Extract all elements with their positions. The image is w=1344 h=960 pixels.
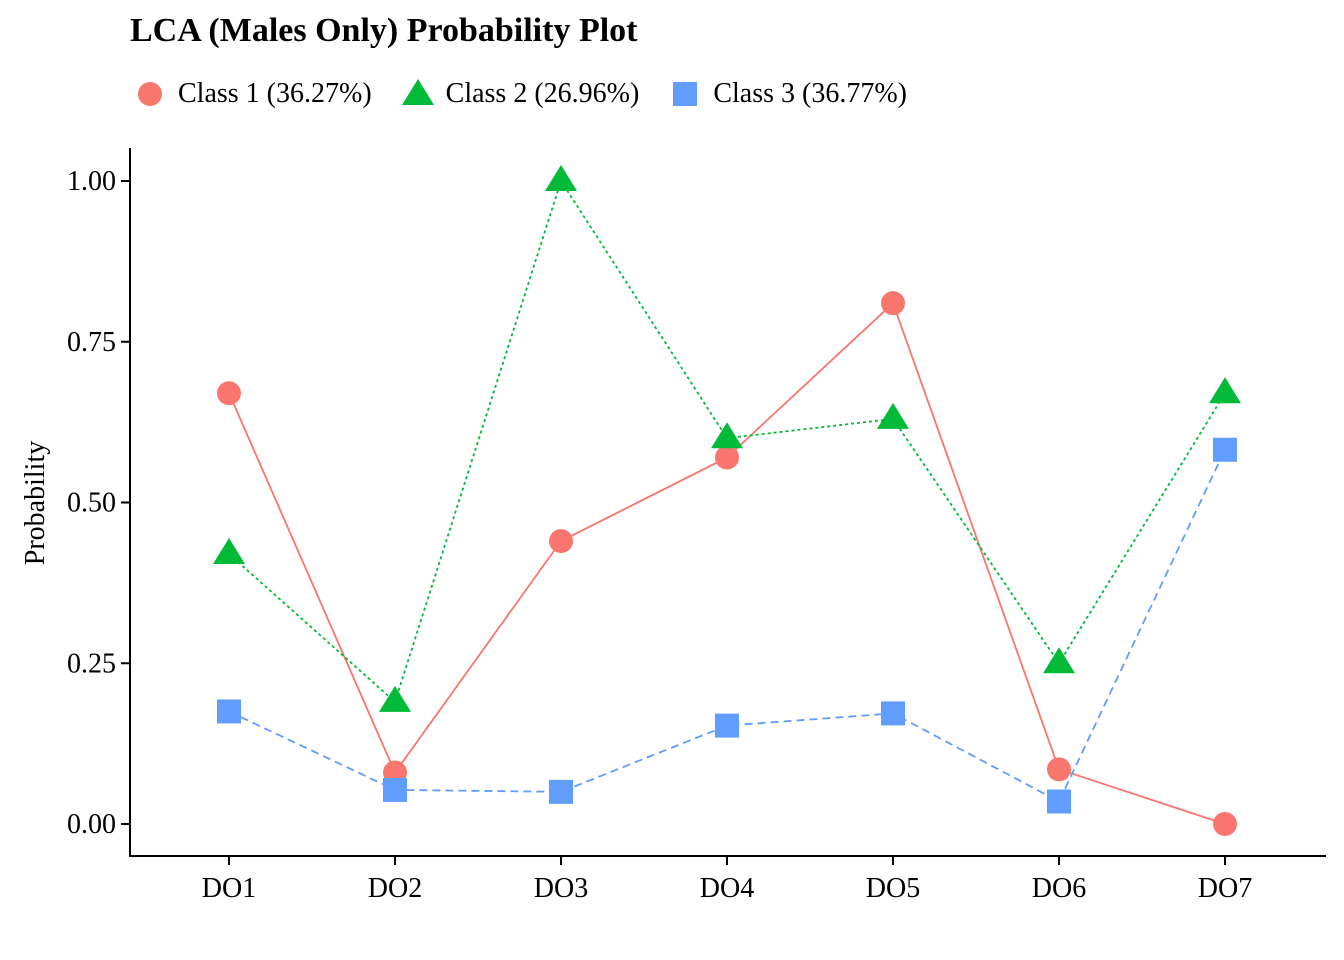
y-tick-label: 0.75 — [67, 327, 116, 358]
legend-item-class-3: Class 3 (36.77%) — [665, 74, 907, 114]
data-point-class-2-do3 — [545, 165, 577, 191]
data-point-class-2-do1 — [213, 537, 245, 564]
x-tick-label: DO4 — [700, 873, 754, 904]
data-point-class-1-do5 — [881, 291, 905, 316]
data-point-class-3-do1 — [217, 699, 241, 724]
x-tick-label: DO5 — [866, 873, 920, 904]
x-tick-label: DO3 — [534, 873, 588, 904]
data-point-class-3-do7 — [1213, 437, 1237, 462]
data-point-class-3-do2 — [383, 777, 407, 802]
data-point-class-3-do4 — [715, 713, 739, 738]
data-point-class-1-do4 — [715, 445, 739, 470]
x-tick-label: DO6 — [1032, 873, 1086, 904]
data-point-class-2-do5 — [877, 402, 909, 429]
data-point-class-3-do5 — [881, 701, 905, 726]
legend-label-class-3: Class 3 (36.77%) — [713, 78, 907, 109]
data-point-class-1-do1 — [217, 381, 241, 406]
data-point-class-2-do7 — [1209, 377, 1241, 404]
data-point-class-2-do6 — [1043, 647, 1075, 674]
triangle-marker-icon — [401, 79, 434, 105]
circle-marker-icon — [138, 82, 162, 106]
y-tick-label: 0.25 — [67, 648, 116, 679]
y-tick-label: 1.00 — [67, 166, 116, 197]
series-line-class-1 — [228, 301, 1226, 825]
data-point-class-3-do3 — [549, 779, 573, 804]
data-point-class-1-do3 — [549, 529, 573, 554]
chart-legend: Class 1 (36.27%) Class 2 (26.96%) Class … — [130, 72, 933, 116]
legend-item-class-1: Class 1 (36.27%) — [130, 74, 372, 114]
y-tick-label: 0.00 — [67, 809, 116, 840]
legend-label-class-1: Class 1 (36.27%) — [178, 78, 372, 109]
square-marker-icon — [673, 82, 698, 106]
data-point-class-1-do7 — [1213, 812, 1237, 836]
x-tick-label: DO1 — [202, 873, 256, 904]
legend-label-class-2: Class 2 (26.96%) — [445, 78, 640, 109]
data-point-class-2-do2 — [379, 685, 411, 712]
x-tick-label: DO2 — [368, 873, 422, 904]
y-axis-title: Probability — [20, 441, 51, 565]
legend-item-class-2: Class 2 (26.96%) — [398, 74, 640, 114]
series-line-class-3 — [228, 449, 1226, 803]
data-point-class-1-do6 — [1047, 757, 1071, 782]
chart-title: LCA (Males Only) Probability Plot — [130, 12, 638, 49]
data-point-class-3-do6 — [1047, 789, 1071, 814]
data-point-class-2-do4 — [711, 422, 743, 449]
x-tick-label: DO7 — [1198, 873, 1252, 904]
y-tick-label: 0.50 — [67, 488, 116, 519]
